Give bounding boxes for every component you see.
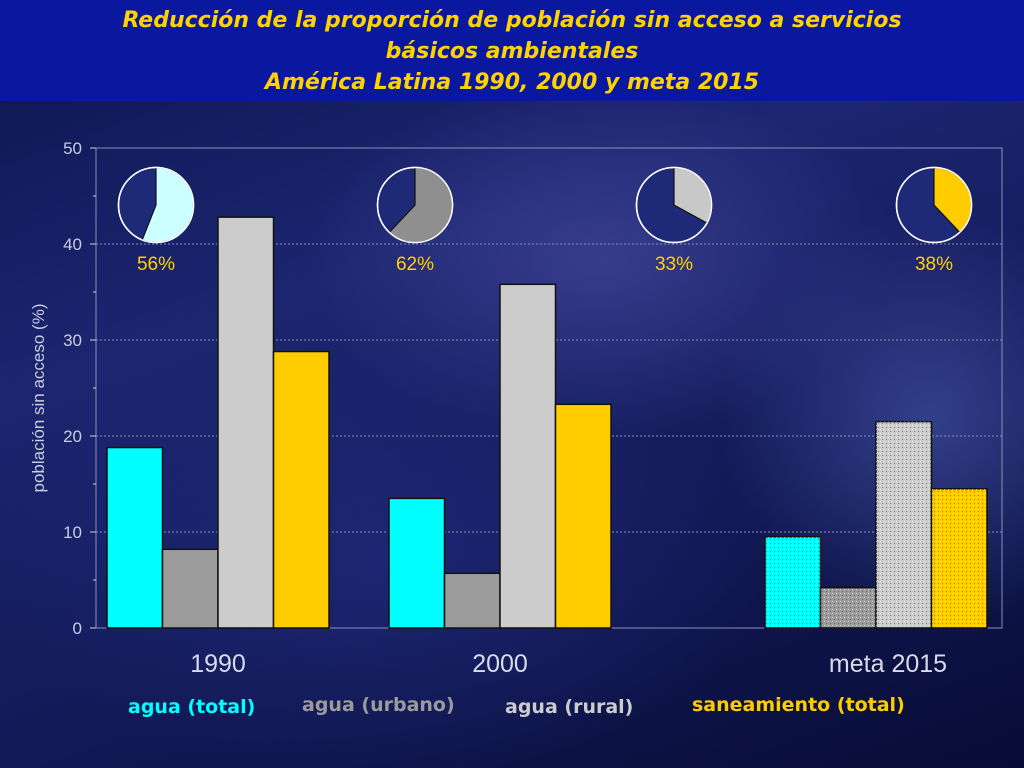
bar-hatch-overlay <box>765 536 821 628</box>
x-category-label: 1990 <box>190 650 246 678</box>
bar-agua-rural--2000 <box>499 283 557 629</box>
x-category-label: 2000 <box>472 650 528 678</box>
bar-chart: 0 10 20 30 40 50 población sin acceso (%) 1990 2… <box>29 139 1003 678</box>
bar-agua-urbano--2000 <box>443 572 501 629</box>
legend-label: agua (total) <box>128 696 256 718</box>
y-tick-label: 10 <box>63 523 82 542</box>
pie-percent-label: 38% <box>915 254 953 275</box>
bar-agua-rural--1990 <box>217 216 275 629</box>
legend-label: agua (urbano) <box>302 694 455 716</box>
y-tick-label: 20 <box>63 427 82 446</box>
legend-label: agua (rural) <box>505 696 634 718</box>
legend-item-agua-rural: agua (rural) <box>505 696 633 718</box>
y-axis-label: población sin acceso (%) <box>29 304 48 493</box>
chart-title-line-3: América Latina 1990, 2000 y meta 2015 <box>264 70 760 95</box>
bar-saneamiento-total--1990 <box>272 350 330 629</box>
chart-title-line-2: básicos ambientales <box>385 39 639 64</box>
y-tick-label: 0 <box>73 619 82 638</box>
y-tick-label: 40 <box>63 235 82 254</box>
bar-agua-total--1990 <box>106 446 164 629</box>
pie-outline <box>117 166 195 244</box>
bar-saneamiento-total--2000 <box>554 403 612 629</box>
bar-agua-total--2000 <box>388 497 446 629</box>
x-category-label: meta 2015 <box>829 650 947 678</box>
plot-area: 0 10 20 30 40 50 población sin acceso (%) 1990 2… <box>29 139 1003 678</box>
bar-agua-urbano--1990 <box>161 548 219 629</box>
pie-percent-label: 56% <box>137 254 175 275</box>
legend-item-saneamiento-total: saneamiento (total) <box>692 694 905 716</box>
chart-title-line-1: Reducción de la proporción de población … <box>122 8 902 33</box>
bar-hatch-overlay <box>876 421 932 628</box>
legend-item-agua-total: agua (total) <box>128 696 255 718</box>
legend-label: saneamiento (total) <box>692 694 905 716</box>
bar-hatch-overlay <box>931 488 987 628</box>
pie-outline <box>635 166 713 244</box>
pie-outline <box>895 166 973 244</box>
pie-percent-label: 62% <box>396 254 434 275</box>
bar-hatch-overlay <box>820 587 876 628</box>
pie-outline <box>376 166 454 244</box>
y-tick-label: 30 <box>63 331 82 350</box>
y-tick-label: 50 <box>63 139 82 158</box>
pie-percent-label: 33% <box>655 254 693 275</box>
title-banner: Reducción de la proporción de población … <box>0 0 1024 101</box>
legend-item-agua-urbano: agua (urbano) <box>302 694 455 716</box>
